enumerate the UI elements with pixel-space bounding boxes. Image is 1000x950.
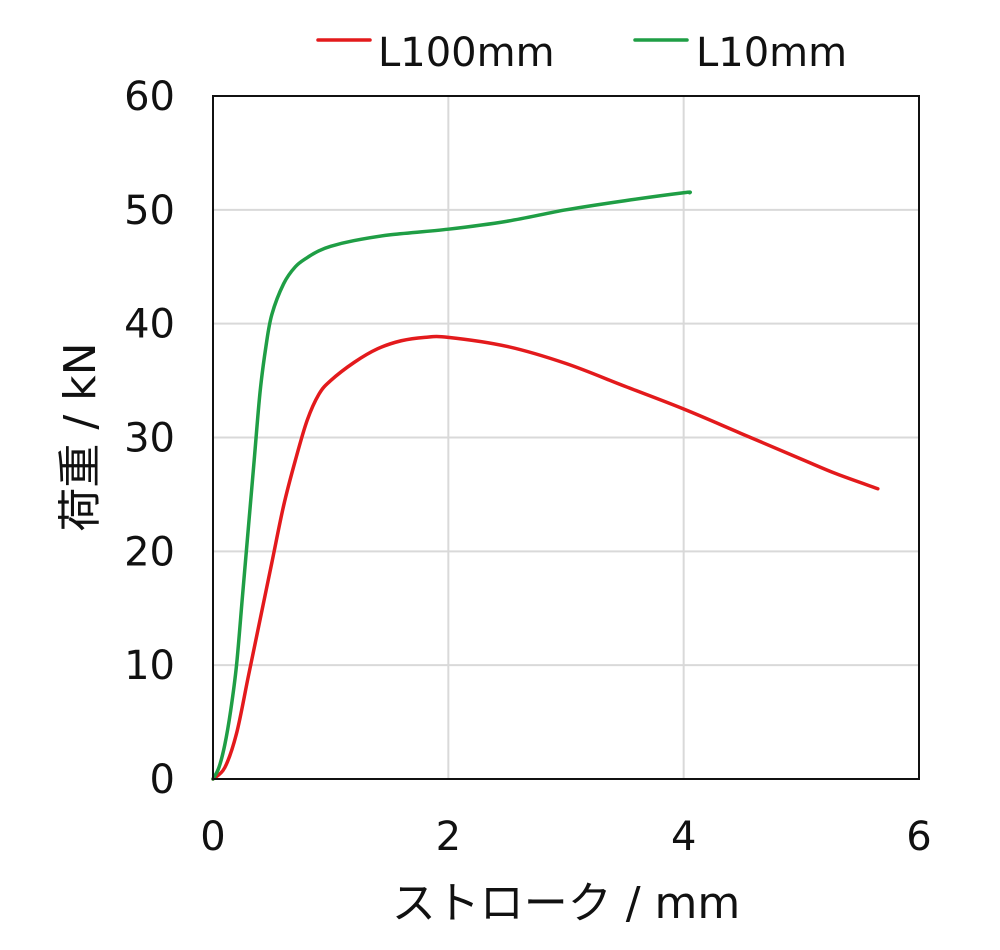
x-tick-label-3: 6 xyxy=(906,814,931,860)
series-layer xyxy=(211,190,880,781)
legend-label-l100mm: L100mm xyxy=(378,30,555,76)
y-tick-label-4: 40 xyxy=(124,302,175,348)
series-line-l10mm xyxy=(211,190,693,781)
y-tick-label-6: 60 xyxy=(124,74,175,120)
x-axis-title: ストローク / mm xyxy=(392,878,741,929)
tick-layer: 0 10 20 30 40 50 60 0 2 4 6 xyxy=(124,74,932,860)
series-line-l100mm xyxy=(211,334,880,781)
legend-layer: L100mm L10mm xyxy=(316,30,847,76)
y-tick-label-2: 20 xyxy=(124,529,175,575)
x-tick-label-2: 4 xyxy=(671,814,696,860)
y-tick-label-1: 10 xyxy=(124,643,175,689)
legend-label-l10mm: L10mm xyxy=(696,30,847,76)
x-tick-label-0: 0 xyxy=(200,814,225,860)
y-axis-title: 荷重 / kN xyxy=(55,342,106,531)
plot-frame xyxy=(212,95,920,780)
grid-layer xyxy=(213,96,919,779)
y-tick-label-5: 50 xyxy=(124,188,175,234)
y-tick-label-3: 30 xyxy=(124,416,175,462)
y-tick-label-0: 0 xyxy=(150,757,175,803)
x-tick-label-1: 2 xyxy=(436,814,461,860)
